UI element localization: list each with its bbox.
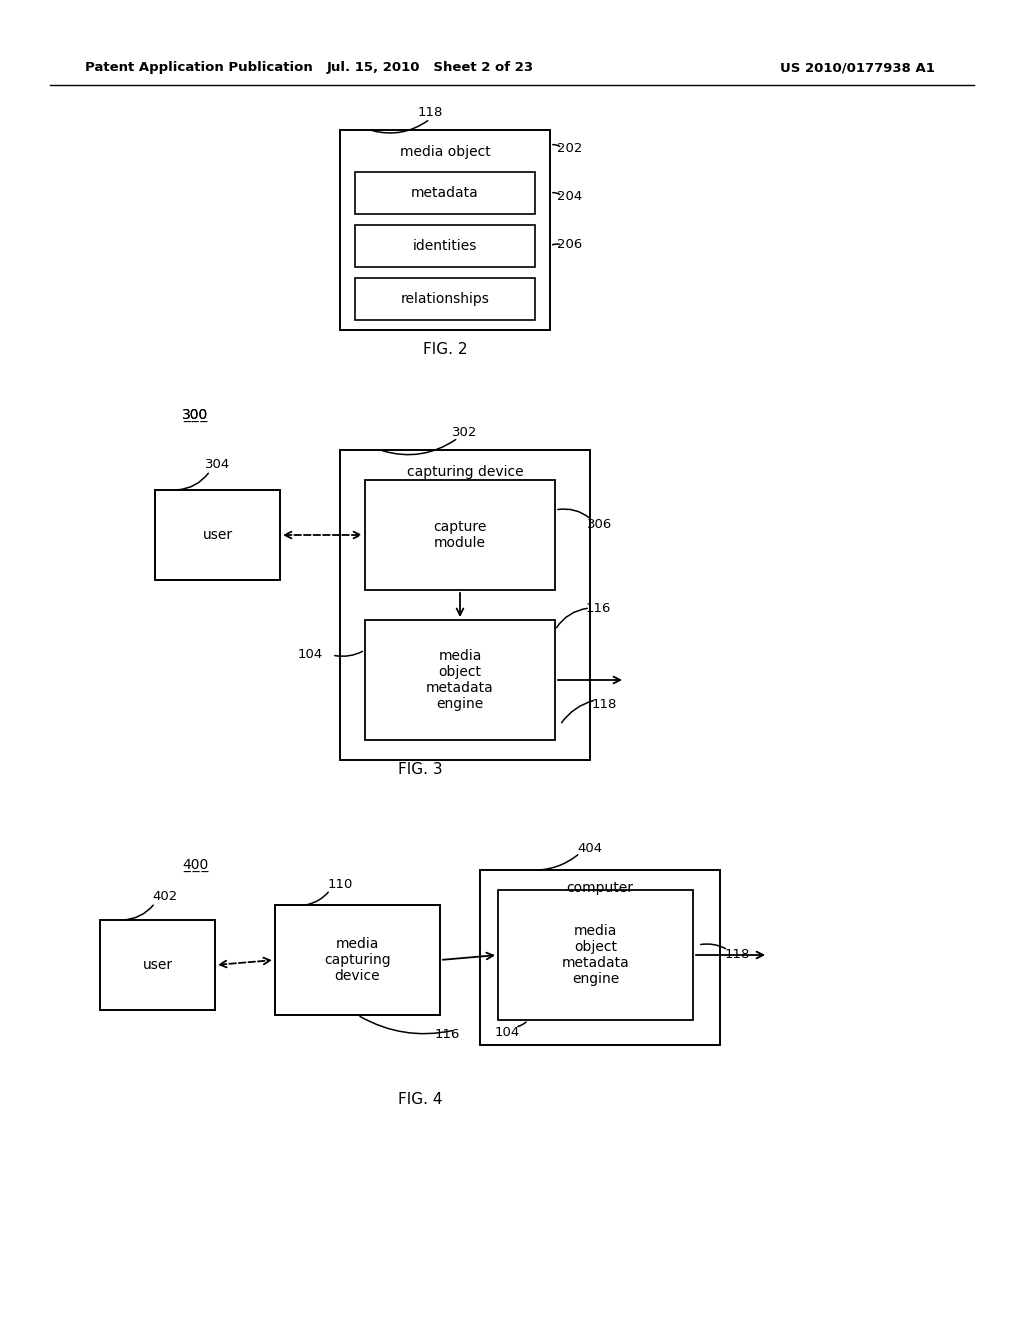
- Text: identities: identities: [413, 239, 477, 253]
- Bar: [340, 450, 590, 760]
- Text: 110: 110: [328, 879, 352, 891]
- Text: FIG. 4: FIG. 4: [397, 1093, 442, 1107]
- Text: 118: 118: [591, 698, 616, 711]
- Text: media
object
metadata
engine: media object metadata engine: [561, 924, 630, 986]
- Text: 104: 104: [297, 648, 323, 661]
- Text: 402: 402: [153, 891, 177, 903]
- Bar: [365, 620, 555, 741]
- Bar: [365, 480, 555, 590]
- Bar: [340, 129, 550, 330]
- Text: media
capturing
device: media capturing device: [325, 937, 391, 983]
- Text: media
object
metadata
engine: media object metadata engine: [426, 648, 494, 711]
- Text: 300: 300: [182, 408, 208, 422]
- Bar: [355, 224, 535, 267]
- Text: 202: 202: [557, 141, 583, 154]
- Text: relationships: relationships: [400, 292, 489, 306]
- Text: capture
module: capture module: [433, 520, 486, 550]
- Text: media object: media object: [399, 145, 490, 158]
- Text: 4̲0̲0̲: 4̲0̲0̲: [182, 858, 208, 873]
- Bar: [275, 906, 440, 1015]
- Text: 206: 206: [557, 239, 583, 252]
- Text: 404: 404: [578, 842, 602, 854]
- Text: capturing device: capturing device: [407, 465, 523, 479]
- Text: metadata: metadata: [411, 186, 479, 201]
- Text: FIG. 2: FIG. 2: [423, 342, 467, 358]
- Text: 116: 116: [586, 602, 610, 615]
- Text: FIG. 3: FIG. 3: [397, 763, 442, 777]
- Text: 204: 204: [557, 190, 583, 202]
- Text: 3̲0̲0̲: 3̲0̲0̲: [182, 408, 208, 422]
- Bar: [498, 890, 693, 1020]
- Text: 306: 306: [588, 519, 612, 532]
- Text: computer: computer: [566, 880, 634, 895]
- Bar: [355, 172, 535, 214]
- Text: 304: 304: [206, 458, 230, 471]
- Text: 118: 118: [418, 107, 442, 120]
- Text: 116: 116: [434, 1028, 460, 1041]
- Bar: [355, 279, 535, 319]
- Text: Patent Application Publication: Patent Application Publication: [85, 62, 312, 74]
- Bar: [155, 490, 280, 579]
- Text: 118: 118: [724, 949, 750, 961]
- Text: 104: 104: [495, 1026, 519, 1039]
- Text: US 2010/0177938 A1: US 2010/0177938 A1: [780, 62, 935, 74]
- Text: Jul. 15, 2010   Sheet 2 of 23: Jul. 15, 2010 Sheet 2 of 23: [327, 62, 534, 74]
- Text: 302: 302: [453, 425, 477, 438]
- Bar: [100, 920, 215, 1010]
- Text: user: user: [203, 528, 232, 543]
- Bar: [480, 870, 720, 1045]
- Text: user: user: [142, 958, 173, 972]
